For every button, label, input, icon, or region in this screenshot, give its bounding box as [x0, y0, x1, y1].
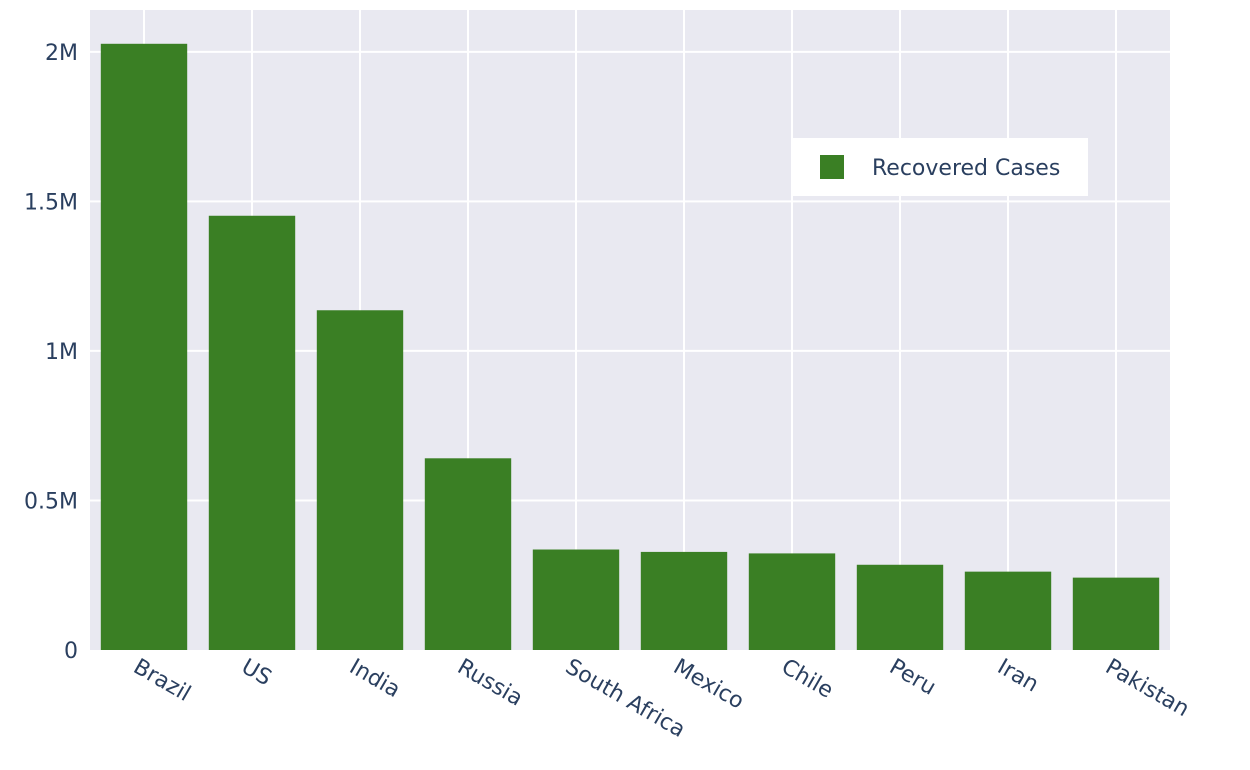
bar[interactable]	[748, 553, 836, 650]
bar[interactable]	[856, 564, 944, 650]
y-tick-label: 2M	[45, 41, 78, 66]
y-tick-label: 0	[64, 639, 78, 664]
bar[interactable]	[316, 310, 404, 650]
x-tick-label: Peru	[885, 654, 940, 700]
y-tick-label: 1M	[45, 340, 78, 365]
x-tick-label: Russia	[453, 654, 527, 711]
bar[interactable]	[424, 458, 512, 650]
x-tick-label: Mexico	[669, 654, 748, 714]
x-tick-label: Pakistan	[1101, 654, 1193, 722]
legend-label: Recovered Cases	[872, 156, 1060, 181]
bar[interactable]	[640, 551, 728, 650]
legend-swatch	[820, 155, 844, 179]
bar[interactable]	[100, 43, 188, 651]
x-tick-label: Chile	[777, 654, 837, 703]
x-tick-label: South Africa	[561, 654, 689, 742]
x-tick-label: Brazil	[129, 654, 195, 706]
bars	[100, 43, 1160, 651]
y-axis-tick-labels: 0 0.5M 1M 1.5M 2M	[24, 41, 78, 664]
bar[interactable]	[964, 571, 1052, 650]
x-tick-label: India	[345, 654, 404, 703]
y-tick-label: 0.5M	[24, 489, 78, 514]
bar[interactable]	[208, 215, 296, 650]
legend[interactable]: Recovered Cases	[792, 138, 1088, 196]
bar[interactable]	[532, 549, 620, 650]
x-tick-label: US	[237, 654, 276, 691]
bar[interactable]	[1072, 577, 1160, 650]
y-tick-label: 1.5M	[24, 190, 78, 215]
x-tick-label: Iran	[993, 654, 1043, 697]
